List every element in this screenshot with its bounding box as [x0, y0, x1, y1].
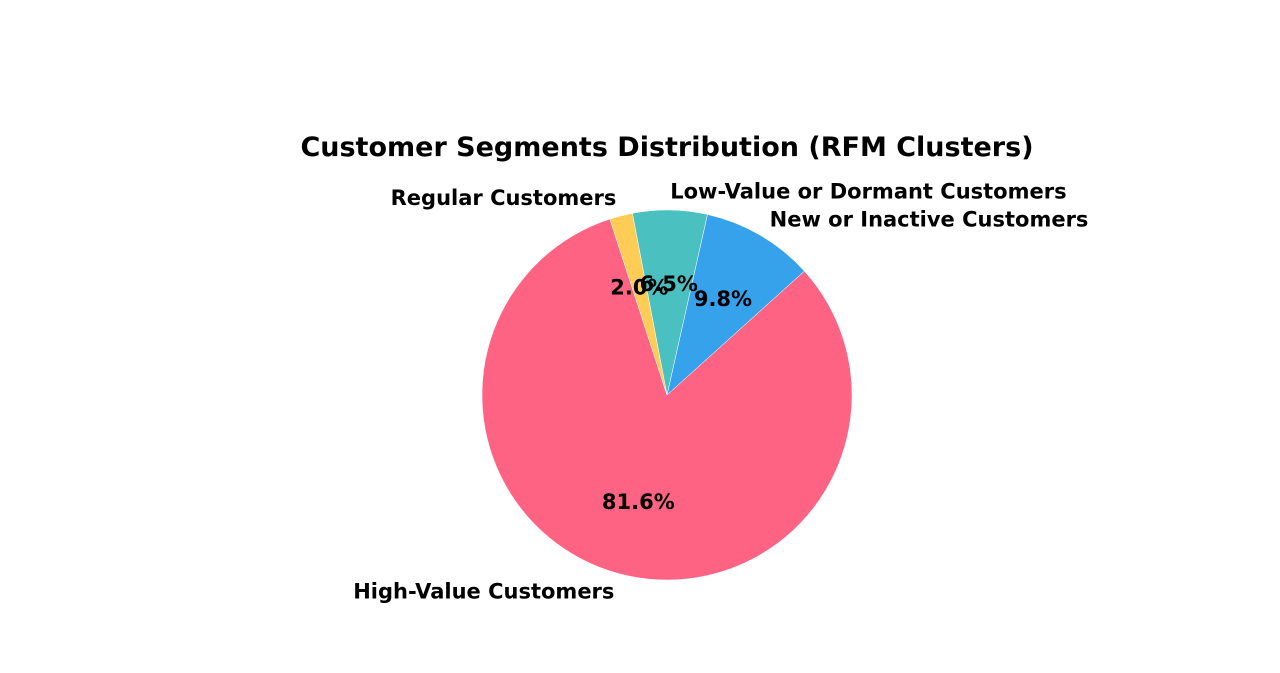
- chart-title: Customer Segments Distribution (RFM Clus…: [300, 132, 1033, 163]
- pie-slice-new-or-inactive-customers: [666, 214, 805, 396]
- pie-slice-high-value-customers: [481, 218, 853, 581]
- pct-label-new-or-inactive-customers: 9.8%: [694, 287, 752, 311]
- pct-label-low-value-or-dormant-customers: 6.5%: [640, 272, 698, 296]
- pct-label-regular-customers: 2.0%: [610, 275, 668, 299]
- slice-label-low-value-or-dormant-customers: Low-Value or Dormant Customers: [670, 180, 1066, 204]
- slice-label-regular-customers: Regular Customers: [391, 186, 617, 210]
- slice-labels: High-Value Customers New or Inactive Cust…: [353, 180, 1088, 604]
- slice-label-high-value-customers: High-Value Customers: [353, 580, 614, 604]
- slice-label-new-or-inactive-customers: New or Inactive Customers: [770, 207, 1089, 231]
- pie-slice-regular-customers: [609, 212, 668, 396]
- pie-slices: [481, 209, 853, 581]
- percentage-labels: 81.6% 9.8%6.5%2.0%: [602, 272, 752, 514]
- pct-label-high-value-customers: 81.6%: [602, 490, 675, 514]
